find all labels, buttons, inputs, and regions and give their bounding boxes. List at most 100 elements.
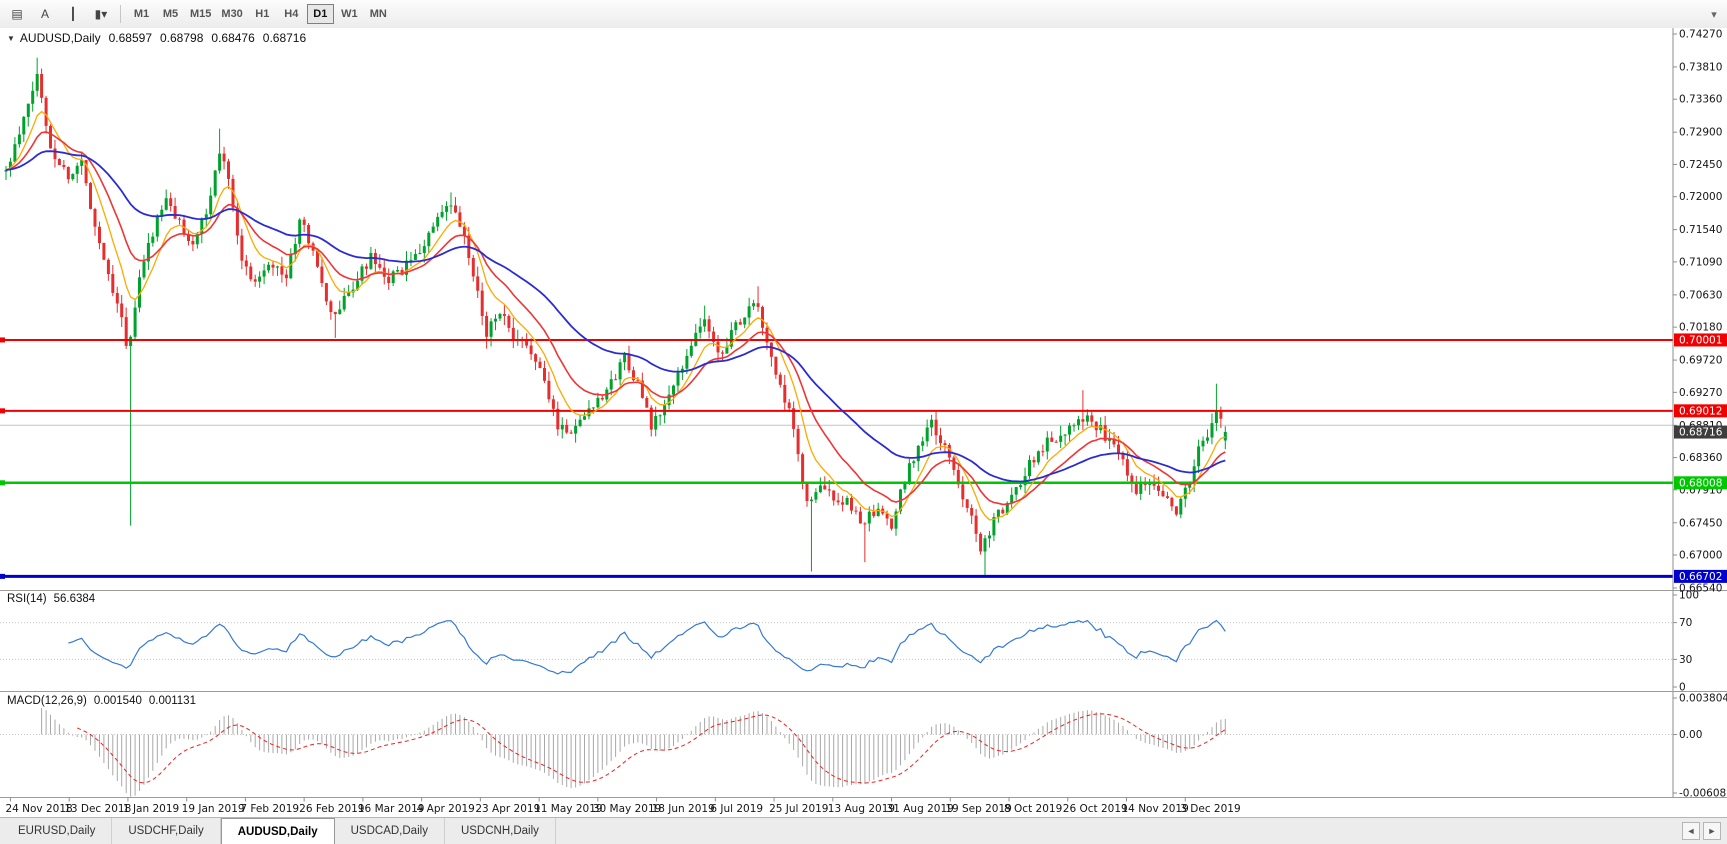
time-axis-label: 11 May 2019 <box>534 803 602 815</box>
timeframe-d1-button[interactable]: D1 <box>306 4 334 24</box>
symbol-tab-usdcnh[interactable]: USDCNH,Daily <box>445 818 556 844</box>
price-axis-label: 0.72900 <box>1679 127 1722 139</box>
level-line-handle[interactable] <box>0 573 5 579</box>
price-axis-label: 0.70180 <box>1679 322 1722 334</box>
chart-symbol-label: AUDUSD,Daily <box>19 31 101 45</box>
price-axis-label: 0.72450 <box>1679 159 1722 171</box>
chart-window-icon[interactable]: ▤ <box>4 3 30 25</box>
time-axis-label: 1 Jan 2019 <box>123 803 179 815</box>
ohlc-high: 0.68798 <box>160 31 204 45</box>
price-axis-label: 0.70630 <box>1679 289 1722 301</box>
chart-type-dropdown-icon[interactable]: ▮▾ <box>88 3 114 25</box>
timeframe-mn-button[interactable]: MN <box>365 4 392 24</box>
time-axis-label: 26 Oct 2019 <box>1063 803 1128 815</box>
time-axis-label: 30 May 2019 <box>593 803 661 815</box>
ohlc-open: 0.68597 <box>108 31 152 45</box>
rsi-axis-label: 70 <box>1679 617 1692 629</box>
ohlc-low: 0.68476 <box>211 31 255 45</box>
timeframe-buttons-group: M1 M5 M15 M30 H1 H4 D1 W1 MN <box>127 4 393 24</box>
timeframe-h1-button[interactable]: H1 <box>249 4 276 24</box>
symbol-tabbar: EURUSD,Daily USDCHF,Daily AUDUSD,Daily USDC… <box>0 817 1727 844</box>
rsi-value: 56.6384 <box>53 593 96 605</box>
toolbar-separator <box>120 5 121 23</box>
level-line-handle[interactable] <box>0 408 5 414</box>
macd-signal-value: 0.001131 <box>148 695 196 707</box>
price-level-badge: 0.66702 <box>1674 569 1727 583</box>
level-line-handle[interactable] <box>0 337 5 343</box>
time-axis-label: 19 Sep 2019 <box>945 803 1012 815</box>
price-axis-label: 0.67450 <box>1679 517 1722 529</box>
moving-average-line <box>5 110 1226 521</box>
time-axis-label: 7 Feb 2019 <box>240 803 299 815</box>
rsi-axis-label: 30 <box>1679 654 1692 666</box>
rsi-label: RSI(14) 56.6384 <box>7 593 95 605</box>
macd-main-value: 0.001540 <box>93 695 142 707</box>
time-axis-label: 24 Nov 2018 <box>5 803 72 815</box>
toolbar: ▤ A ┃ ▮▾ M1 M5 M15 M30 H1 H4 D1 W1 MN ▾ <box>0 0 1727 29</box>
price-axis-label: 0.67000 <box>1679 550 1722 562</box>
ohlc-close: 0.68716 <box>262 31 307 45</box>
tab-scroll-controls: ◄ ► <box>1682 818 1727 844</box>
macd-histogram <box>41 708 1226 797</box>
time-axis-label: 6 Jul 2019 <box>710 803 763 815</box>
time-axis-label: 19 Jan 2019 <box>182 803 245 815</box>
time-axis-label: 18 Jun 2019 <box>652 803 715 815</box>
macd-axis-label: -0.006087 <box>1679 788 1727 800</box>
time-axis-label: 4 Apr 2019 <box>417 803 475 815</box>
rsi-line <box>68 619 1226 675</box>
price-axis-label: 0.73810 <box>1679 61 1722 73</box>
time-axis-label: 13 Dec 2018 <box>64 803 131 815</box>
timeframe-m1-button[interactable]: M1 <box>128 4 155 24</box>
rsi-axis-label: 0 <box>1679 682 1686 694</box>
svg-text:0.69012: 0.69012 <box>1679 405 1722 417</box>
level-line-handle[interactable] <box>0 480 5 486</box>
price-level-badge: 0.68008 <box>1674 476 1727 490</box>
rsi-axis-label: 100 <box>1679 590 1699 602</box>
chart-collapse-icon[interactable]: ▼ <box>7 34 15 43</box>
time-axis-label: 8 Oct 2019 <box>1004 803 1062 815</box>
time-axis-label: 23 Apr 2019 <box>475 803 540 815</box>
vertical-line-tool-icon[interactable]: ┃ <box>60 3 86 25</box>
current-price-badge: 0.68716 <box>1674 425 1727 439</box>
price-axis-label: 0.71090 <box>1679 256 1722 268</box>
timeframe-m30-button[interactable]: M30 <box>217 4 246 24</box>
toolbar-overflow-icon[interactable]: ▾ <box>1705 5 1723 23</box>
text-tool-icon[interactable]: A <box>32 3 58 25</box>
price-axis-label: 0.74270 <box>1679 29 1722 41</box>
timeframe-w1-button[interactable]: W1 <box>336 4 363 24</box>
price-level-badge: 0.70001 <box>1674 333 1727 347</box>
svg-text:0.68716: 0.68716 <box>1679 427 1723 439</box>
chart-panel: 0.74270 0.73810 0.73360 0.72900 0.72450 0.720… <box>0 28 1727 818</box>
timeframe-h4-button[interactable]: H4 <box>278 4 305 24</box>
time-axis-label: 26 Feb 2019 <box>299 803 364 815</box>
price-axis-label: 0.69270 <box>1679 387 1722 399</box>
time-axis-label: 13 Aug 2019 <box>828 803 895 815</box>
timeframe-m5-button[interactable]: M5 <box>157 4 184 24</box>
symbol-tabs: EURUSD,Daily USDCHF,Daily AUDUSD,Daily USDC… <box>0 818 556 844</box>
price-axis-label: 0.73360 <box>1679 94 1722 106</box>
chart-ohlc-header: ▼ AUDUSD,Daily 0.68597 0.68798 0.68476 0.6871… <box>7 31 306 45</box>
moving-average-line <box>5 150 1226 483</box>
tabs-scroll-right-button[interactable]: ► <box>1703 822 1721 840</box>
symbol-tab-usdchf[interactable]: USDCHF,Daily <box>112 818 221 844</box>
symbol-tab-audusd[interactable]: AUDUSD,Daily <box>220 818 335 844</box>
svg-text:0.70001: 0.70001 <box>1679 334 1722 346</box>
timeframe-m15-button[interactable]: M15 <box>186 4 215 24</box>
candles <box>4 57 1227 577</box>
macd-label: MACD(12,26,9) 0.001540 0.001131 <box>7 695 196 707</box>
rsi-name: RSI(14) <box>7 593 47 605</box>
price-axis-label: 0.68360 <box>1679 452 1722 464</box>
price-axis-label: 0.72000 <box>1679 191 1722 203</box>
macd-axis-label: 0.00 <box>1679 729 1702 741</box>
tabs-scroll-left-button[interactable]: ◄ <box>1682 822 1700 840</box>
svg-text:0.68008: 0.68008 <box>1679 477 1722 489</box>
symbol-tab-eurusd[interactable]: EURUSD,Daily <box>2 818 113 844</box>
price-chart[interactable]: 0.74270 0.73810 0.73360 0.72900 0.72450 0.720… <box>0 28 1727 818</box>
time-axis-label: 31 Aug 2019 <box>887 803 954 815</box>
time-axis-label: 16 Mar 2019 <box>358 803 425 815</box>
symbol-tab-usdcad[interactable]: USDCAD,Daily <box>335 818 445 844</box>
macd-name: MACD(12,26,9) <box>7 695 87 707</box>
time-axis-label: 25 Jul 2019 <box>769 803 828 815</box>
toolbar-tools-group: ▤ A ┃ ▮▾ <box>4 3 114 25</box>
